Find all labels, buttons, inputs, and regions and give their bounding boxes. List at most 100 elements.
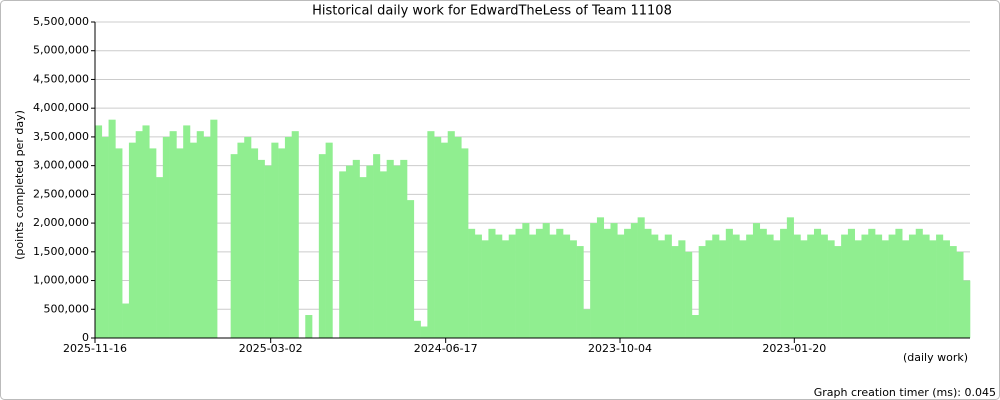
bar xyxy=(454,136,462,338)
bar xyxy=(284,136,293,338)
bar xyxy=(746,234,754,338)
bar xyxy=(929,240,937,338)
bar xyxy=(685,251,693,338)
bar xyxy=(881,240,889,338)
bar xyxy=(461,148,469,338)
bar xyxy=(834,246,842,338)
bar xyxy=(325,142,333,338)
bar xyxy=(617,234,625,338)
bar xyxy=(664,234,672,338)
bar xyxy=(942,240,950,338)
y-tick-label: 2,500,000 xyxy=(33,187,89,200)
bar xyxy=(644,228,652,338)
bar xyxy=(624,228,632,338)
bar xyxy=(257,159,265,338)
bar xyxy=(902,240,910,338)
bar xyxy=(135,131,143,338)
bar xyxy=(488,228,496,338)
bar xyxy=(590,223,598,338)
bar xyxy=(542,223,550,338)
bar xyxy=(101,136,109,338)
bar xyxy=(366,165,374,338)
bar xyxy=(630,223,638,338)
bar xyxy=(583,309,591,338)
bar xyxy=(895,228,903,338)
bar xyxy=(359,177,367,338)
bar xyxy=(420,326,428,338)
bar xyxy=(183,125,191,338)
bar xyxy=(773,240,781,338)
bar xyxy=(915,228,923,338)
bar xyxy=(251,148,259,338)
bar xyxy=(237,142,245,338)
bar xyxy=(908,234,917,338)
y-tick-label: 1,500,000 xyxy=(33,245,89,258)
bar xyxy=(705,240,713,338)
bar xyxy=(725,228,733,338)
bar xyxy=(291,131,299,338)
x-tick-label: 2023-10-04 xyxy=(588,342,652,355)
bar xyxy=(495,234,503,338)
axes: 0 500,000 1,000,000 1,500,000 2,000,000 2,500… xyxy=(33,15,970,355)
bar xyxy=(162,136,170,338)
bar xyxy=(556,228,564,338)
bar xyxy=(949,246,957,338)
bar xyxy=(122,303,130,338)
bar xyxy=(719,240,727,338)
bar xyxy=(501,240,510,338)
y-tick-label: 3,000,000 xyxy=(33,159,89,172)
bar xyxy=(698,246,706,338)
bar xyxy=(610,223,618,338)
y-tick-label: 4,500,000 xyxy=(33,72,89,85)
bar xyxy=(827,240,835,338)
bar xyxy=(569,240,577,338)
bar xyxy=(576,246,584,338)
bar xyxy=(407,200,415,338)
bar xyxy=(637,217,645,338)
bar xyxy=(854,240,862,338)
bar xyxy=(515,228,523,338)
bar xyxy=(345,165,354,338)
bar xyxy=(888,234,896,338)
bar xyxy=(393,165,401,338)
bar xyxy=(936,234,944,338)
bar xyxy=(176,148,184,338)
x-tick-label: 2024-06-17 xyxy=(414,342,478,355)
bar xyxy=(230,154,238,338)
bar xyxy=(847,228,855,338)
bar xyxy=(169,131,177,338)
chart-title: Historical daily work for EdwardTheLess … xyxy=(312,4,672,19)
bar xyxy=(440,142,449,338)
x-axis-label: (daily work) xyxy=(903,351,968,364)
bar xyxy=(339,171,347,338)
bar xyxy=(529,234,537,338)
bar xyxy=(203,136,211,338)
bar xyxy=(128,142,136,338)
bar xyxy=(386,159,394,338)
x-tick-label: 2025-03-02 xyxy=(239,342,303,355)
bar xyxy=(352,159,360,338)
y-tick-label: 500,000 xyxy=(44,302,90,315)
y-tick-label: 1,000,000 xyxy=(33,274,89,287)
bar xyxy=(807,234,815,338)
bar xyxy=(278,148,286,338)
bar xyxy=(115,148,123,338)
bar xyxy=(535,228,543,338)
bar xyxy=(786,217,794,338)
bar xyxy=(156,177,164,338)
y-axis-label: (points completed per day) xyxy=(13,110,26,260)
bar xyxy=(271,142,279,338)
bar xyxy=(766,234,774,338)
bar xyxy=(95,125,103,338)
bar xyxy=(189,142,198,338)
x-tick-label: 2023-01-20 xyxy=(762,342,826,355)
bar xyxy=(563,234,571,338)
bar xyxy=(780,228,788,338)
bar xyxy=(739,240,747,338)
bar xyxy=(759,228,767,338)
bar xyxy=(603,228,611,338)
bar xyxy=(596,217,605,338)
y-tick-label: 2,000,000 xyxy=(33,216,89,229)
footnote: Graph creation timer (ms): 0.045 xyxy=(814,386,996,399)
